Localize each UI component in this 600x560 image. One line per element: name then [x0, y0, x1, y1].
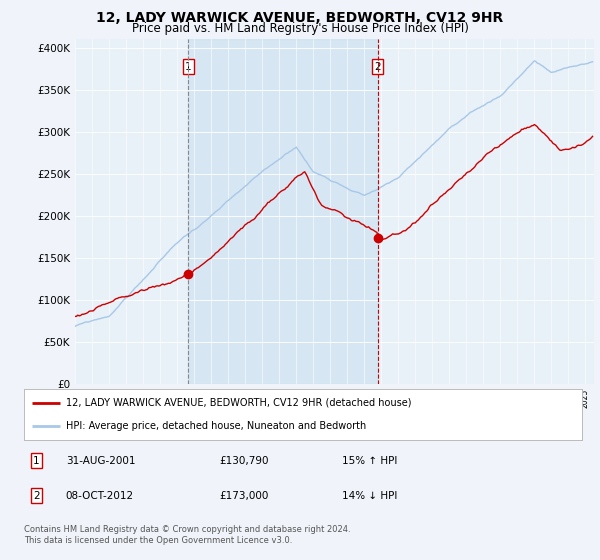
Text: 15% ↑ HPI: 15% ↑ HPI — [342, 456, 397, 465]
Text: 31-AUG-2001: 31-AUG-2001 — [66, 456, 136, 465]
Text: 08-OCT-2012: 08-OCT-2012 — [66, 491, 134, 501]
Text: £130,790: £130,790 — [220, 456, 269, 465]
Text: 2: 2 — [33, 491, 40, 501]
Text: 14% ↓ HPI: 14% ↓ HPI — [342, 491, 397, 501]
Text: 12, LADY WARWICK AVENUE, BEDWORTH, CV12 9HR: 12, LADY WARWICK AVENUE, BEDWORTH, CV12 … — [97, 11, 503, 25]
Text: 1: 1 — [33, 456, 40, 465]
Text: Contains HM Land Registry data © Crown copyright and database right 2024.
This d: Contains HM Land Registry data © Crown c… — [24, 525, 350, 545]
Text: 1: 1 — [185, 62, 192, 72]
Text: 2: 2 — [374, 62, 381, 72]
Bar — [188, 39, 377, 384]
Text: 12, LADY WARWICK AVENUE, BEDWORTH, CV12 9HR (detached house): 12, LADY WARWICK AVENUE, BEDWORTH, CV12 … — [66, 398, 412, 408]
Text: Price paid vs. HM Land Registry's House Price Index (HPI): Price paid vs. HM Land Registry's House … — [131, 22, 469, 35]
Text: £173,000: £173,000 — [220, 491, 269, 501]
Text: HPI: Average price, detached house, Nuneaton and Bedworth: HPI: Average price, detached house, Nune… — [66, 421, 366, 431]
